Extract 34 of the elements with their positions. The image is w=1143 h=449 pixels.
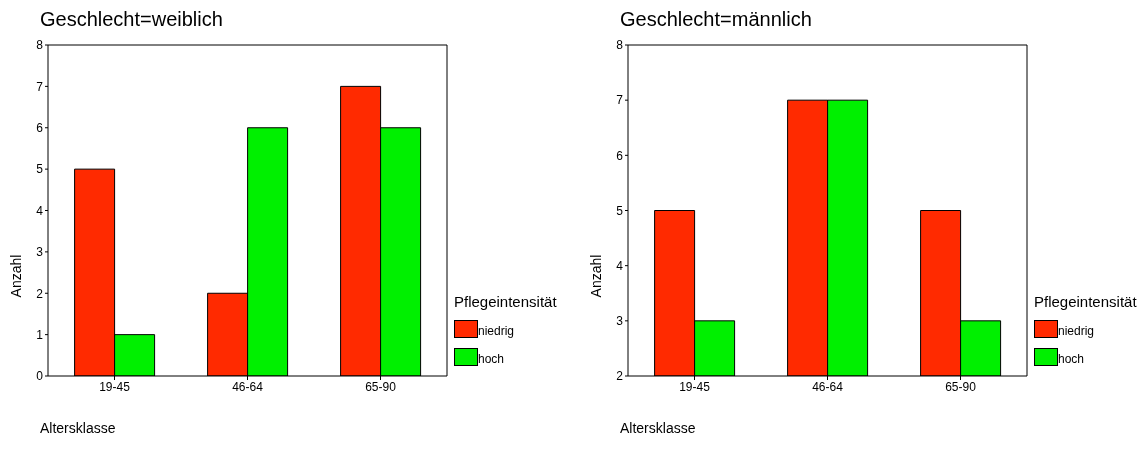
x-tick-label: 65-90 xyxy=(365,379,397,394)
x-tick-label: 65-90 xyxy=(945,379,977,394)
chart-title: Geschlecht=männlich xyxy=(620,8,813,32)
y-tick-label: 3 xyxy=(36,245,44,260)
y-tick-label: 2 xyxy=(36,286,44,301)
y-tick-label: 7 xyxy=(616,93,624,108)
x-tick-label: 19-45 xyxy=(679,379,711,394)
y-tick-label: 3 xyxy=(616,314,624,329)
y-tick-label: 0 xyxy=(36,369,44,384)
legend-label: hoch xyxy=(478,352,505,366)
chart-title: Geschlecht=weiblich xyxy=(40,8,224,32)
x-axis-title: Altersklasse xyxy=(40,420,117,436)
x-tick-label: 46-64 xyxy=(232,379,264,394)
legend-label: niedrig xyxy=(478,324,515,338)
legend-label: hoch xyxy=(1058,352,1085,366)
x-tick-label: 46-64 xyxy=(812,379,844,394)
y-tick-label: 2 xyxy=(616,369,624,384)
y-axis-title: Anzahl xyxy=(8,254,24,298)
legend-title: Pflegeintensität xyxy=(454,293,558,310)
y-tick-label: 8 xyxy=(616,38,624,53)
y-tick-label: 6 xyxy=(616,148,624,163)
y-tick-label: 1 xyxy=(36,327,44,342)
y-tick-label: 7 xyxy=(36,79,44,94)
legend-title: Pflegeintensität xyxy=(1034,293,1138,310)
x-tick-label: 19-45 xyxy=(99,379,131,394)
y-tick-label: 8 xyxy=(36,38,44,53)
legend-label: niedrig xyxy=(1058,324,1095,338)
y-tick-label: 5 xyxy=(36,162,44,177)
y-tick-label: 6 xyxy=(36,121,44,136)
y-tick-label: 4 xyxy=(36,203,44,218)
y-tick-label: 4 xyxy=(616,258,624,273)
y-axis-title: Anzahl xyxy=(588,254,604,298)
y-tick-label: 5 xyxy=(616,203,624,218)
x-axis-title: Altersklasse xyxy=(620,420,697,436)
